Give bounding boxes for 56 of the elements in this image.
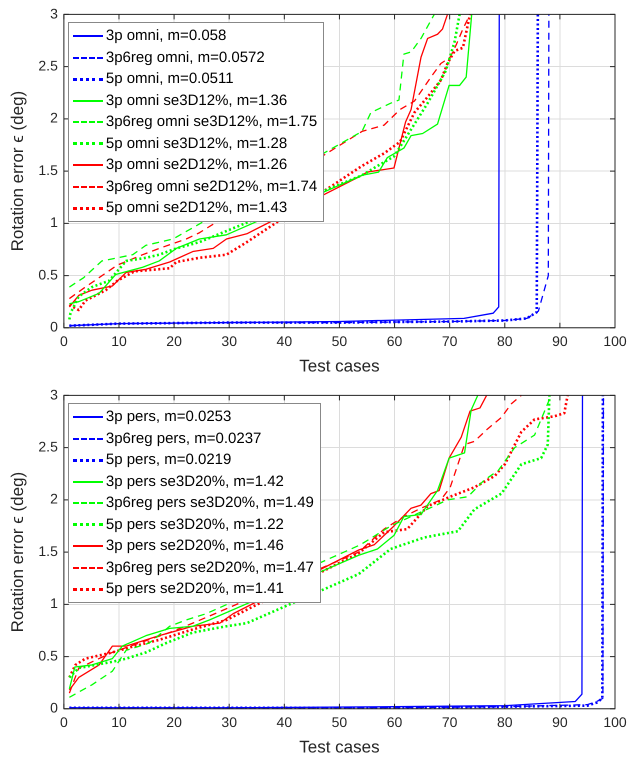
x-axis-title: Test cases (299, 737, 380, 756)
x-tick-label: 90 (552, 333, 568, 350)
x-tick-label: 50 (332, 714, 348, 730)
x-tick-label: 60 (386, 714, 403, 730)
legend-label: 5p pers se3D20%, m=1.22 (106, 514, 284, 535)
y-tick-label: 2.5 (38, 438, 58, 454)
x-tick-label: 80 (496, 333, 513, 350)
x-tick-label: 70 (442, 714, 458, 730)
x-axis-title: Test cases (299, 356, 380, 376)
legend-label: 3p pers se3D20%, m=1.42 (106, 472, 284, 492)
y-tick-label: 2.5 (38, 57, 58, 74)
y-tick-label: 0.5 (38, 266, 58, 282)
legend-label: 3p6reg omni se3D12%, m=1.75 (106, 112, 318, 132)
y-tick-label: 2 (50, 490, 58, 507)
legend-label: 5p pers, m=0.0219 (106, 450, 232, 470)
legend-label: 3p6reg pers se3D20%, m=1.49 (106, 493, 314, 514)
y-tick-label: 0 (50, 318, 58, 335)
y-tick-label: 1 (50, 595, 58, 612)
x-tick-label: 40 (276, 714, 292, 730)
x-tick-label: 70 (442, 333, 458, 350)
x-tick-label: 100 (603, 333, 627, 350)
legend-label: 3p omni se2D12%, m=1.26 (106, 155, 288, 176)
x-tick-label: 50 (332, 333, 348, 350)
legend-label: 5p omni se2D12%, m=1.43 (106, 198, 288, 218)
legend-label: 3p6reg pers se2D20%, m=1.47 (106, 558, 314, 578)
legend-label: 5p pers se2D20%, m=1.41 (106, 579, 284, 600)
x-tick-label: 30 (221, 714, 238, 730)
y-tick-label: 0.5 (38, 647, 58, 664)
y-tick-label: 1.5 (38, 542, 58, 559)
legend-label: 3p6reg omni se2D12%, m=1.74 (106, 176, 318, 197)
y-tick-label: 3 (50, 5, 58, 22)
legend-label: 3p pers se2D20%, m=1.46 (106, 536, 284, 556)
x-tick-label: 90 (552, 714, 568, 730)
legend-label: 3p pers, m=0.0253 (106, 407, 232, 428)
x-tick-label: 20 (166, 333, 182, 350)
legend-label: 3p6reg omni, m=0.0572 (106, 48, 265, 68)
legend-label: 5p omni, m=0.0511 (106, 69, 234, 90)
x-tick-label: 40 (276, 333, 292, 350)
x-tick-label: 100 (603, 714, 627, 730)
legend-label: 3p6reg pers, m=0.0237 (106, 428, 262, 449)
x-tick-label: 80 (496, 714, 513, 730)
x-tick-label: 30 (221, 333, 238, 350)
y-tick-label: 3 (50, 386, 58, 402)
legend-label: 3p omni se3D12%, m=1.36 (106, 90, 288, 111)
y-tick-label: 1 (50, 214, 58, 230)
legend-label: 5p omni se3D12%, m=1.28 (106, 134, 288, 154)
x-tick-label: 60 (386, 333, 403, 350)
x-tick-label: 20 (166, 714, 182, 730)
x-tick-label: 10 (111, 333, 127, 350)
y-tick-label: 1.5 (38, 162, 58, 178)
x-tick-label: 10 (111, 714, 127, 730)
y-axis-title: Rotation error ϵ (deg) (8, 472, 27, 632)
y-axis-title: Rotation error ϵ (deg) (8, 90, 27, 252)
legend-label: 3p omni, m=0.058 (106, 26, 226, 46)
y-tick-label: 2 (50, 110, 58, 126)
y-tick-label: 0 (50, 700, 58, 716)
